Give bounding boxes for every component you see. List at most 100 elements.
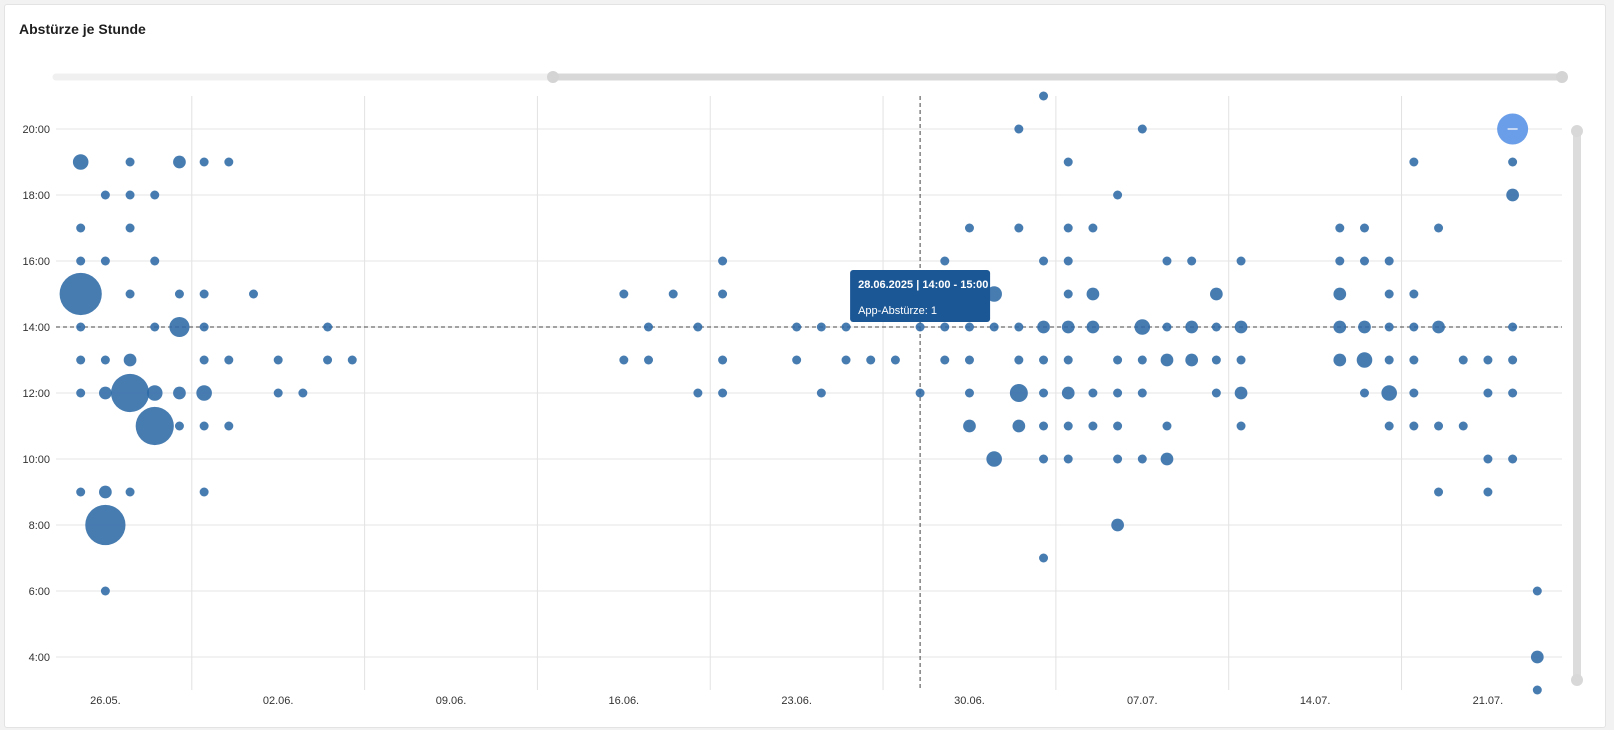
bubble-point[interactable]	[964, 355, 974, 365]
bubble-point[interactable]	[1458, 355, 1468, 365]
bubble-point[interactable]	[1185, 320, 1199, 334]
bubble-point[interactable]	[99, 485, 112, 499]
bubble-point[interactable]	[224, 355, 234, 365]
highlighted-bubble[interactable]	[1497, 113, 1529, 145]
bubble-point[interactable]	[199, 487, 209, 497]
bubble-point[interactable]	[940, 256, 950, 266]
bubble-point[interactable]	[718, 355, 728, 365]
bubble-point[interactable]	[1137, 355, 1147, 365]
bubble-point[interactable]	[1014, 355, 1024, 365]
bubble-point[interactable]	[1014, 223, 1024, 233]
bubble-point[interactable]	[125, 487, 135, 497]
bubble-point[interactable]	[1409, 289, 1419, 299]
bubble-point[interactable]	[619, 355, 629, 365]
bubbles[interactable]	[59, 91, 1544, 695]
bubble-point[interactable]	[619, 289, 629, 299]
bubble-point[interactable]	[76, 355, 86, 365]
bubble-point[interactable]	[1187, 256, 1197, 266]
bubble-point[interactable]	[1432, 320, 1445, 334]
bubble-point[interactable]	[100, 256, 110, 266]
bubble-point[interactable]	[1137, 124, 1147, 134]
bubble-point[interactable]	[792, 322, 802, 332]
bubble-point[interactable]	[1384, 421, 1394, 431]
bubble-point[interactable]	[1012, 419, 1026, 433]
bubble-point[interactable]	[1039, 421, 1049, 431]
bubble-point[interactable]	[323, 355, 333, 365]
bubble-point[interactable]	[718, 256, 728, 266]
bubble-point[interactable]	[125, 190, 135, 200]
bubble-point[interactable]	[100, 190, 110, 200]
bubble-point[interactable]	[85, 504, 126, 546]
scrollbar-handle-top[interactable]	[1571, 125, 1583, 137]
bubble-point[interactable]	[1359, 388, 1369, 398]
bubble-point[interactable]	[224, 157, 234, 167]
bubble-point[interactable]	[110, 373, 150, 413]
bubble-point[interactable]	[1111, 518, 1124, 532]
bubble-point[interactable]	[1137, 388, 1147, 398]
bubble-point[interactable]	[1014, 124, 1024, 134]
bubble-point[interactable]	[644, 355, 654, 365]
bubble-point[interactable]	[99, 386, 112, 400]
bubble-point[interactable]	[125, 289, 135, 299]
bubble-point[interactable]	[1113, 355, 1123, 365]
bubble-point[interactable]	[644, 322, 654, 332]
bubble-point[interactable]	[718, 289, 728, 299]
bubble-point[interactable]	[1532, 586, 1542, 596]
bubble-point[interactable]	[1384, 355, 1394, 365]
bubble-point[interactable]	[964, 322, 974, 332]
bubble-point[interactable]	[76, 322, 86, 332]
bubble-point[interactable]	[150, 190, 160, 200]
bubble-point[interactable]	[76, 256, 86, 266]
bubble-point[interactable]	[100, 586, 110, 596]
bubble-point[interactable]	[1160, 452, 1174, 466]
bubble-point[interactable]	[1333, 320, 1347, 334]
bubble-point[interactable]	[940, 355, 950, 365]
bubble-point[interactable]	[1359, 223, 1369, 233]
bubble-point[interactable]	[169, 316, 190, 338]
bubble-point[interactable]	[1185, 353, 1199, 367]
bubble-point[interactable]	[1506, 188, 1519, 202]
bubble-point[interactable]	[1483, 487, 1493, 497]
bubble-point[interactable]	[1063, 454, 1073, 464]
bubble-point[interactable]	[199, 322, 209, 332]
bubble-point[interactable]	[135, 406, 174, 446]
bubble-point[interactable]	[76, 223, 86, 233]
bubble-point[interactable]	[1483, 454, 1493, 464]
bubble-point[interactable]	[1409, 355, 1419, 365]
bubble-point[interactable]	[1063, 157, 1073, 167]
bubble-point[interactable]	[298, 388, 308, 398]
bubble-point[interactable]	[1088, 388, 1098, 398]
bubble-point[interactable]	[59, 272, 102, 316]
bubble-point[interactable]	[1061, 320, 1075, 334]
bubble-point[interactable]	[146, 385, 163, 401]
bubble-point[interactable]	[174, 421, 184, 431]
bubble-point[interactable]	[718, 388, 728, 398]
bubble-point[interactable]	[1137, 454, 1147, 464]
bubble-point[interactable]	[1039, 355, 1049, 365]
bubble-point[interactable]	[1113, 190, 1123, 200]
bubble-point[interactable]	[150, 256, 160, 266]
bubble-point[interactable]	[1409, 322, 1419, 332]
bubble-point[interactable]	[323, 322, 333, 332]
bubble-point[interactable]	[1061, 386, 1075, 400]
bubble-point[interactable]	[1113, 454, 1123, 464]
bubble-point[interactable]	[841, 355, 851, 365]
bubble-point[interactable]	[199, 421, 209, 431]
bubble-point[interactable]	[150, 322, 160, 332]
bubble-point[interactable]	[125, 157, 135, 167]
bubble-point[interactable]	[1134, 319, 1151, 335]
bubble-point[interactable]	[1409, 388, 1419, 398]
bubble-point[interactable]	[1211, 355, 1221, 365]
bubble-point[interactable]	[1014, 322, 1024, 332]
bubble-point[interactable]	[890, 355, 900, 365]
bubble-point[interactable]	[1063, 421, 1073, 431]
bubble-point[interactable]	[224, 421, 234, 431]
bubble-point[interactable]	[1333, 353, 1347, 367]
bubble-point[interactable]	[915, 322, 925, 332]
bubble-point[interactable]	[1333, 287, 1347, 301]
bubble-point[interactable]	[1063, 256, 1073, 266]
bubble-point[interactable]	[173, 155, 186, 169]
bubble-point[interactable]	[1063, 289, 1073, 299]
bubble-point[interactable]	[1009, 384, 1028, 402]
